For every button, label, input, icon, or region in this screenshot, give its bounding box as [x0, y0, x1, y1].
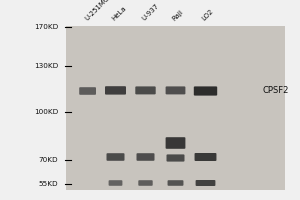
Text: HeLa: HeLa: [111, 5, 128, 22]
FancyBboxPatch shape: [135, 86, 156, 94]
FancyBboxPatch shape: [194, 86, 217, 96]
FancyBboxPatch shape: [168, 180, 184, 186]
Text: 100KD: 100KD: [34, 109, 58, 115]
Text: U-251MG: U-251MG: [84, 0, 111, 22]
FancyBboxPatch shape: [195, 153, 217, 161]
Text: 55KD: 55KD: [39, 181, 58, 187]
FancyBboxPatch shape: [196, 180, 215, 186]
FancyBboxPatch shape: [136, 153, 154, 161]
Text: Raji: Raji: [171, 9, 184, 22]
FancyBboxPatch shape: [109, 180, 122, 186]
FancyBboxPatch shape: [166, 86, 185, 94]
Text: 130KD: 130KD: [34, 63, 58, 69]
Text: LO2: LO2: [201, 8, 215, 22]
Text: U-937: U-937: [141, 3, 160, 22]
Text: 170KD: 170KD: [34, 24, 58, 30]
FancyBboxPatch shape: [79, 87, 96, 95]
Text: 70KD: 70KD: [39, 157, 58, 163]
FancyBboxPatch shape: [167, 154, 184, 162]
Text: CPSF2: CPSF2: [262, 86, 289, 95]
Bar: [66, 26, 285, 190]
FancyBboxPatch shape: [138, 180, 153, 186]
FancyBboxPatch shape: [166, 137, 185, 149]
FancyBboxPatch shape: [105, 86, 126, 95]
FancyBboxPatch shape: [106, 153, 124, 161]
